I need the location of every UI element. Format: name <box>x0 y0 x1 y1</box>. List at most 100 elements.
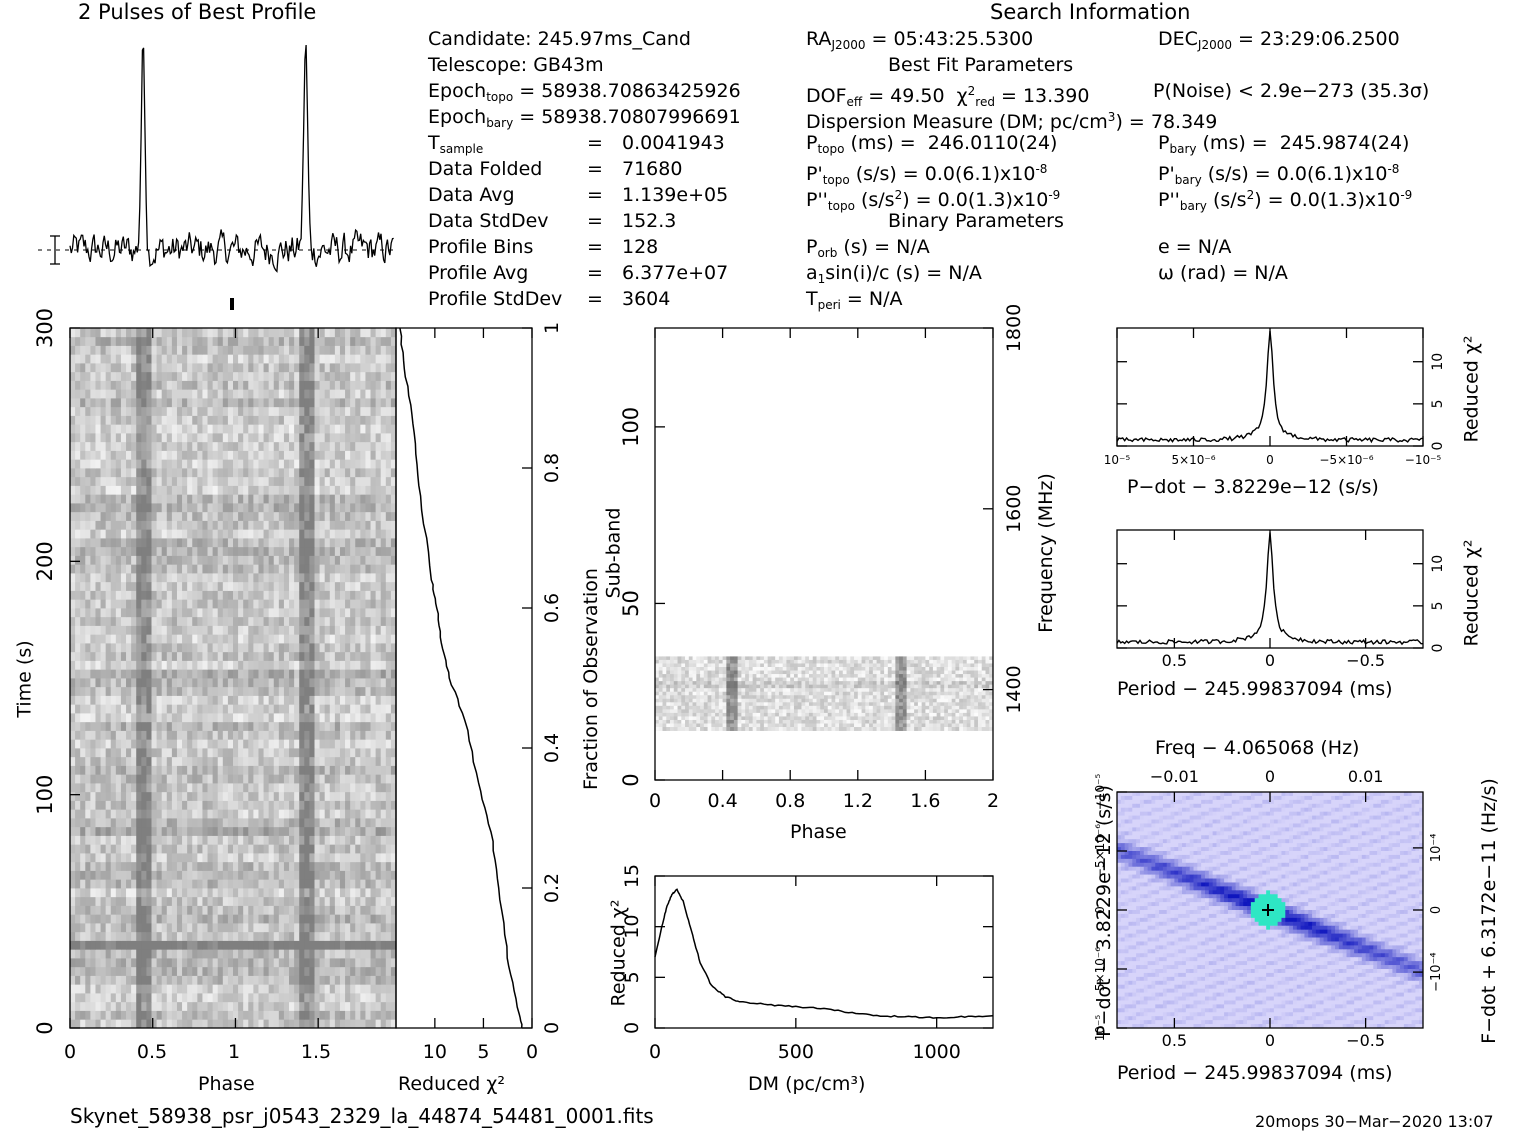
tp-cell <box>380 468 387 478</box>
tp-cell <box>176 564 183 574</box>
tp-cell <box>126 1010 132 1020</box>
tp-cell <box>319 468 326 478</box>
tp-cell <box>248 835 254 845</box>
tp-cell <box>156 669 163 679</box>
tp-cell <box>110 686 117 696</box>
tp-cell <box>222 984 229 994</box>
tp-cell <box>90 695 96 705</box>
tp-cell <box>263 590 270 600</box>
tp-cell <box>110 616 117 626</box>
tp-cell <box>263 914 270 924</box>
tp-cell <box>360 721 366 731</box>
tp-cell <box>100 686 107 696</box>
tp-cell <box>365 914 371 924</box>
tp-cell <box>380 511 387 521</box>
tp-cell <box>238 415 244 425</box>
tp-cell <box>243 879 249 889</box>
tp-cell <box>217 870 224 880</box>
tp-cell <box>385 809 392 819</box>
tp-cell <box>212 389 219 399</box>
tp-cell <box>248 555 254 565</box>
tp-cell <box>365 573 371 583</box>
tp-cell <box>105 599 112 609</box>
tp-cell <box>309 984 315 994</box>
tp-cell <box>289 800 295 810</box>
tp-cell <box>100 529 107 539</box>
tp-cell <box>345 581 351 591</box>
tp-cell <box>212 914 219 924</box>
tp-cell <box>385 931 392 941</box>
tp-cell <box>253 564 259 574</box>
tp-cell <box>278 494 285 504</box>
tp-cell <box>339 993 346 1003</box>
tp-cell <box>385 835 392 845</box>
tp-cell <box>197 433 203 443</box>
tp-cell <box>115 704 122 714</box>
tp-cell <box>115 844 122 854</box>
tp-cell <box>283 748 290 758</box>
tp-cell <box>360 398 366 408</box>
tp-cell <box>115 345 122 355</box>
tp-cell <box>176 468 183 478</box>
tp-cell <box>268 678 275 688</box>
tp-cell <box>202 590 208 600</box>
tp-cell <box>233 590 239 600</box>
tp-cell <box>355 581 361 591</box>
tp-cell <box>385 494 392 504</box>
tp-cell <box>334 538 341 548</box>
tp-cell <box>166 441 173 451</box>
tp-cell <box>385 818 392 828</box>
tp-cell <box>375 581 382 591</box>
tp-cell <box>131 494 137 504</box>
tp-cell <box>304 398 310 408</box>
tp-cell <box>176 608 183 618</box>
tp-cell <box>110 363 117 373</box>
tp-cell <box>278 713 285 723</box>
tp-cell <box>197 905 203 915</box>
tp-cell <box>217 345 224 355</box>
tp-cell <box>324 564 331 574</box>
tp-cell <box>207 415 214 425</box>
tp-cell <box>283 861 290 871</box>
tp-cell <box>136 1001 142 1011</box>
tp-cell <box>131 949 137 959</box>
tp-cell <box>197 756 203 766</box>
tp-cell <box>304 721 310 731</box>
tp-cell <box>156 380 163 390</box>
tp-cell <box>85 896 91 906</box>
tp-cell <box>217 625 224 635</box>
tp-cell <box>385 949 392 959</box>
tp-cell <box>217 993 224 1003</box>
tp-cell <box>136 765 142 775</box>
tp-cell <box>324 958 331 968</box>
tp-cell <box>253 993 259 1003</box>
tp-cell <box>80 608 86 618</box>
tp-cell <box>192 546 198 556</box>
tp-cell <box>324 975 331 985</box>
tp-cell <box>156 354 163 364</box>
tp-cell <box>390 599 397 609</box>
tp-cell <box>370 529 377 539</box>
tp-cell <box>258 739 264 749</box>
tp-cell <box>85 371 91 381</box>
tp-cell <box>90 581 96 591</box>
tp-cell <box>100 940 107 950</box>
tp-cell <box>151 800 157 810</box>
tp-cell <box>243 520 249 530</box>
tp-cell <box>161 363 168 373</box>
tp-cell <box>258 406 264 416</box>
tp-cell <box>156 861 163 871</box>
tp-cell <box>217 599 224 609</box>
tp-cell <box>390 363 397 373</box>
tp-cell <box>258 853 264 863</box>
tp-cell <box>100 818 107 828</box>
tp-cell <box>243 459 249 469</box>
tp-cell <box>324 765 331 775</box>
tp-cell <box>385 923 392 933</box>
tp-cell <box>110 931 117 941</box>
tp-cell <box>263 748 270 758</box>
tp-cell <box>365 441 371 451</box>
tp-cell <box>329 511 336 521</box>
tp-cell <box>304 879 310 889</box>
tp-cell <box>370 660 377 670</box>
